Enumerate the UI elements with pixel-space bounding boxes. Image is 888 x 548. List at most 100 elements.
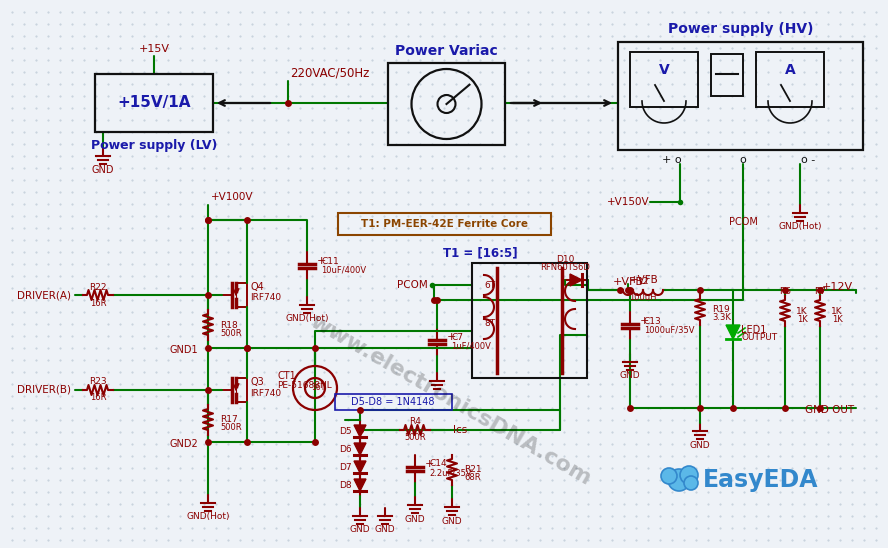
Text: 1K: 1K xyxy=(796,306,807,316)
Text: 1K: 1K xyxy=(831,306,843,316)
Text: D5: D5 xyxy=(339,426,352,436)
Circle shape xyxy=(668,469,690,491)
Text: +VFB: +VFB xyxy=(630,275,659,285)
Text: DRIVER(B): DRIVER(B) xyxy=(17,385,71,395)
Text: GND: GND xyxy=(620,372,640,380)
Bar xyxy=(630,52,698,107)
Text: +12V: +12V xyxy=(822,282,853,292)
Text: Power Variac: Power Variac xyxy=(395,44,498,58)
Circle shape xyxy=(661,468,677,484)
Text: PCOM: PCOM xyxy=(397,280,427,290)
Bar xyxy=(335,394,452,410)
Text: 8T: 8T xyxy=(484,318,496,328)
Polygon shape xyxy=(354,443,366,455)
Text: R7: R7 xyxy=(814,287,826,295)
Text: V: V xyxy=(659,63,670,77)
Text: +15V: +15V xyxy=(139,44,170,54)
Text: GND(Hot): GND(Hot) xyxy=(778,222,821,231)
Text: +: + xyxy=(317,256,327,266)
Bar xyxy=(95,74,213,132)
Text: GND: GND xyxy=(405,515,425,523)
Circle shape xyxy=(684,476,698,490)
Text: 500R: 500R xyxy=(220,424,242,432)
Text: +15V/1A: +15V/1A xyxy=(117,95,191,111)
Text: GND2: GND2 xyxy=(170,439,198,449)
Text: 6T: 6T xyxy=(484,281,496,289)
Text: C13: C13 xyxy=(644,317,662,326)
Text: www.electronicsDNA.com: www.electronicsDNA.com xyxy=(305,311,594,489)
Text: 1000uF/35V: 1000uF/35V xyxy=(644,326,694,334)
Text: +: + xyxy=(640,316,649,326)
Text: EasyEDA: EasyEDA xyxy=(703,468,819,492)
Text: D5-D8 = 1N4148: D5-D8 = 1N4148 xyxy=(352,397,435,407)
Text: OUTPUT: OUTPUT xyxy=(741,334,777,342)
Text: 16R: 16R xyxy=(90,393,107,402)
Text: R18: R18 xyxy=(220,321,238,329)
Text: 1K: 1K xyxy=(832,315,843,323)
Polygon shape xyxy=(354,461,366,473)
Text: 1uF/400V: 1uF/400V xyxy=(451,341,491,351)
Text: R23: R23 xyxy=(89,378,107,386)
Text: 16R: 16R xyxy=(90,299,107,307)
Text: PCOM: PCOM xyxy=(728,217,757,227)
Text: GND: GND xyxy=(690,441,710,449)
Text: GND1: GND1 xyxy=(170,345,198,355)
Text: 68R: 68R xyxy=(464,473,480,482)
Circle shape xyxy=(680,466,698,484)
Text: GND: GND xyxy=(441,517,463,526)
Text: o: o xyxy=(740,155,747,165)
Polygon shape xyxy=(570,274,582,286)
Bar xyxy=(618,42,863,150)
Text: + o: + o xyxy=(662,155,682,165)
Text: GND(Hot): GND(Hot) xyxy=(285,315,329,323)
Text: GND: GND xyxy=(91,165,115,175)
Text: +V100V: +V100V xyxy=(211,192,253,202)
Text: Ics: Ics xyxy=(453,425,467,435)
Polygon shape xyxy=(354,425,366,437)
Text: LED1: LED1 xyxy=(741,325,766,335)
Bar xyxy=(472,263,587,378)
Text: Power supply (LV): Power supply (LV) xyxy=(91,140,218,152)
Text: o -: o - xyxy=(801,155,815,165)
Text: C14: C14 xyxy=(429,460,447,469)
Text: A: A xyxy=(785,63,796,77)
Text: 500R: 500R xyxy=(220,328,242,338)
Text: GND(Hot): GND(Hot) xyxy=(186,512,230,522)
Text: R4: R4 xyxy=(409,418,421,426)
Text: +VFB: +VFB xyxy=(613,277,644,287)
Text: GND OUT: GND OUT xyxy=(805,405,854,415)
Bar xyxy=(711,54,743,96)
Text: DRIVER(A): DRIVER(A) xyxy=(17,290,71,300)
Text: +: + xyxy=(447,332,456,342)
Text: 2.2uF/35V: 2.2uF/35V xyxy=(429,469,472,477)
Text: +: + xyxy=(425,459,434,469)
Text: R17: R17 xyxy=(220,415,238,425)
Text: 1K: 1K xyxy=(797,315,808,323)
Text: Q3: Q3 xyxy=(250,377,264,387)
Text: L2: L2 xyxy=(638,277,648,287)
Text: D6: D6 xyxy=(339,444,352,454)
Text: GND: GND xyxy=(350,526,370,534)
Text: C7: C7 xyxy=(451,333,463,341)
Text: T1 = [16:5]: T1 = [16:5] xyxy=(443,247,518,260)
Text: RFN60TS6D: RFN60TS6D xyxy=(540,264,590,272)
Polygon shape xyxy=(354,479,366,491)
Text: +V150V: +V150V xyxy=(607,197,650,207)
Text: D8: D8 xyxy=(339,481,352,489)
Text: R19: R19 xyxy=(712,305,730,315)
Text: D7: D7 xyxy=(339,463,352,471)
Text: 100uH: 100uH xyxy=(630,294,657,302)
Text: R22: R22 xyxy=(90,283,107,292)
Bar xyxy=(338,213,551,235)
Text: 500R: 500R xyxy=(404,433,426,442)
Text: 10uF/400V: 10uF/400V xyxy=(321,265,366,275)
Text: GND: GND xyxy=(375,526,395,534)
Text: 220VAC/50Hz: 220VAC/50Hz xyxy=(290,66,369,79)
Text: 16T: 16T xyxy=(311,384,325,392)
Text: D10: D10 xyxy=(556,255,575,265)
Text: C11: C11 xyxy=(321,256,338,265)
Text: IRF740: IRF740 xyxy=(250,294,281,302)
Text: 3.3K: 3.3K xyxy=(712,313,731,323)
Text: Q4: Q4 xyxy=(250,282,264,292)
Text: R6: R6 xyxy=(779,287,791,295)
